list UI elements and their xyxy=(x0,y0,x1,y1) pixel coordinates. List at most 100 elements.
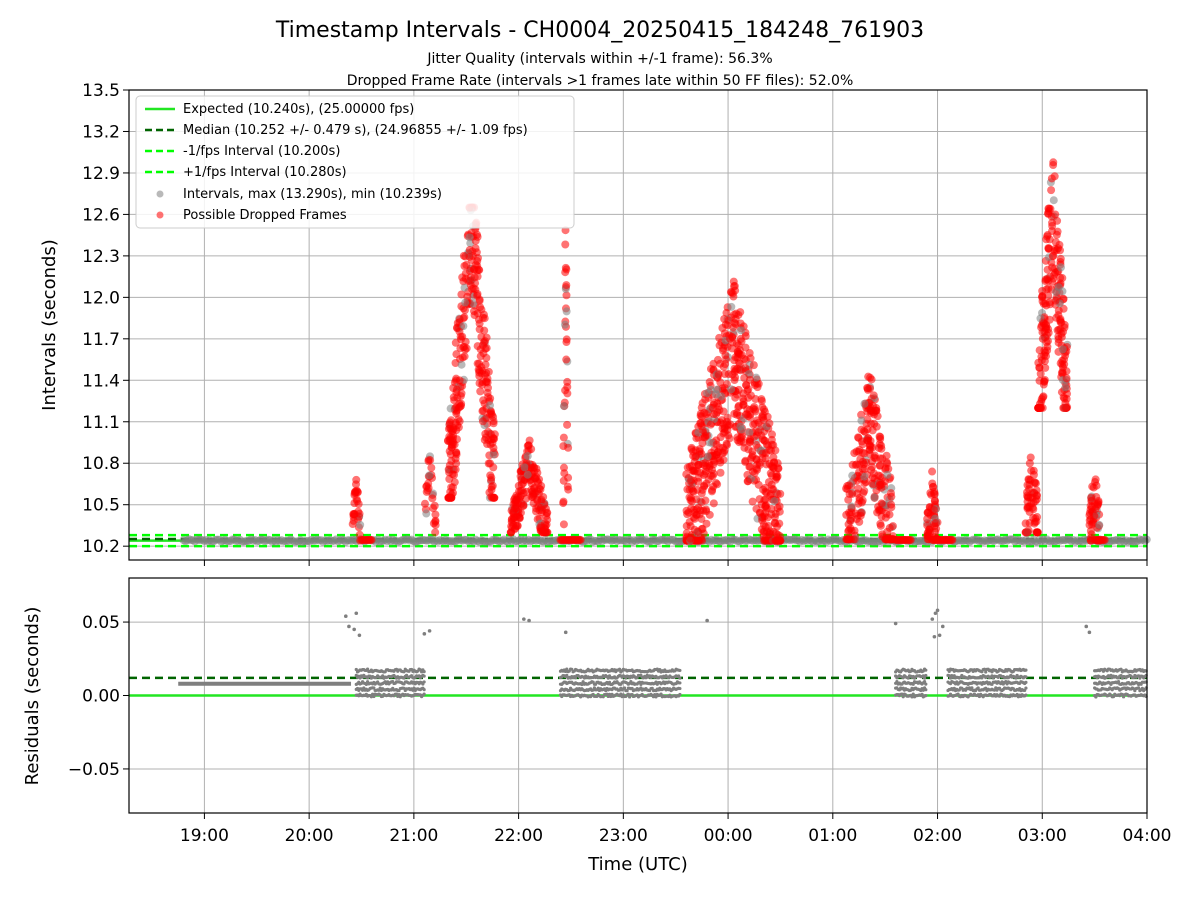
residual-point xyxy=(644,676,648,680)
dropped-frame-point xyxy=(848,489,857,498)
residual-point xyxy=(381,674,385,678)
dropped-frame-point xyxy=(741,332,750,341)
x-tick-label: 19:00 xyxy=(180,826,229,846)
residual-point xyxy=(372,686,376,690)
dropped-frame-point xyxy=(706,471,715,480)
dropped-frame-point xyxy=(757,395,766,404)
dropped-frame-point xyxy=(1048,252,1057,261)
dropped-frame-point xyxy=(1059,393,1068,402)
dropped-frame-point xyxy=(452,448,461,457)
dropped-frame-point xyxy=(775,502,784,511)
residual-point xyxy=(658,667,662,672)
intervals-y-tick-label: 11.4 xyxy=(82,371,120,391)
dropped-frame-point xyxy=(847,508,856,517)
residual-point xyxy=(992,688,997,692)
dropped-frame-point xyxy=(866,384,875,393)
dropped-frame-point xyxy=(736,308,745,317)
dropped-frame-point xyxy=(483,383,492,392)
dropped-frame-point xyxy=(561,240,570,249)
residual-outlier-point xyxy=(347,624,351,629)
dropped-frame-point xyxy=(745,375,754,384)
dropped-frame-point xyxy=(1092,492,1101,501)
dropped-frame-point xyxy=(745,435,754,444)
dropped-frame-point xyxy=(928,479,937,488)
dropped-frame-point xyxy=(877,441,886,450)
dropped-frame-point xyxy=(429,504,438,513)
legend-dropped-swatch xyxy=(156,211,164,219)
residual-outlier-point xyxy=(930,617,935,621)
dropped-frame-point xyxy=(1023,488,1032,497)
dropped-frame-point xyxy=(452,350,461,359)
dropped-frame-point xyxy=(1090,511,1099,520)
dropped-frame-point xyxy=(715,341,724,350)
residuals-panel: −0.05 0.00 0.05 19:00 20:00 21:00 22:00 23:00 0… xyxy=(22,577,1172,875)
dropped-frame-point xyxy=(877,480,886,489)
residual-point xyxy=(678,681,682,685)
interval-point xyxy=(727,302,736,311)
dropped-frame-point xyxy=(882,451,891,460)
residual-point xyxy=(365,667,370,671)
dropped-frame-point xyxy=(885,510,894,519)
dropped-frame-point xyxy=(354,507,363,516)
dropped-frame-point xyxy=(723,420,732,429)
dropped-frame-point xyxy=(930,496,939,505)
dropped-frame-point xyxy=(1049,158,1058,167)
dropped-frame-point xyxy=(748,497,757,506)
residual-point xyxy=(678,686,682,691)
dropped-frame-point xyxy=(1036,369,1045,378)
dropped-frame-point xyxy=(749,420,758,429)
residual-point xyxy=(982,667,987,671)
residual-point xyxy=(984,670,988,674)
legend-intervals-label: Intervals, max (13.290s), min (10.239s) xyxy=(183,187,442,202)
intervals-points xyxy=(179,158,1151,547)
dropped-frame-point xyxy=(706,420,715,429)
dropped-frame-point xyxy=(768,462,777,471)
dropped-frame-point xyxy=(465,245,474,254)
dropped-frame-point xyxy=(482,377,491,386)
dropped-frame-point xyxy=(1047,186,1056,195)
dropped-frame-point xyxy=(888,522,897,531)
dropped-frame-point xyxy=(693,536,702,545)
dropped-frame-point xyxy=(730,376,739,385)
dropped-frame-point xyxy=(562,291,571,300)
dropped-frame-point xyxy=(451,358,460,367)
residual-point xyxy=(922,676,927,680)
dropped-frame-point xyxy=(751,427,760,436)
x-tick-label: 02:00 xyxy=(913,826,962,846)
legend-dropped-label: Possible Dropped Frames xyxy=(183,208,347,223)
dropped-frame-point xyxy=(1056,254,1065,263)
legend-minus-fps-label: -1/fps Interval (10.200s) xyxy=(183,144,340,159)
dropped-frame-point xyxy=(860,487,869,496)
dropped-frame-point xyxy=(1056,359,1065,368)
dropped-frame-point xyxy=(543,528,552,537)
residual-point xyxy=(1024,686,1028,690)
residual-point xyxy=(924,673,928,678)
residual-outlier-point xyxy=(933,611,938,616)
dropped-frame-point xyxy=(741,410,750,419)
dropped-frame-point xyxy=(1041,277,1050,286)
dropped-frame-point xyxy=(489,419,498,428)
dropped-frame-point xyxy=(1026,453,1035,462)
residual-outlier-point xyxy=(1087,630,1092,635)
interval-point xyxy=(422,509,431,518)
dropped-frame-point xyxy=(479,406,488,415)
dropped-frame-point xyxy=(734,341,743,350)
residual-point xyxy=(654,695,658,699)
dropped-frame-point xyxy=(719,362,728,371)
dropped-frame-point xyxy=(541,519,550,528)
legend-plus-fps-label: +1/fps Interval (10.280s) xyxy=(183,165,347,180)
dropped-frame-point xyxy=(709,456,718,465)
dropped-frame-point xyxy=(431,510,440,519)
interval-point xyxy=(870,493,879,502)
dropped-frame-point xyxy=(420,499,429,508)
dropped-frame-point xyxy=(532,464,541,473)
intervals-x-ticks xyxy=(203,560,1148,566)
residual-outlier-point xyxy=(937,633,942,638)
interval-point xyxy=(457,360,466,369)
dropped-frame-point xyxy=(1055,240,1064,249)
dropped-frame-point xyxy=(481,429,490,438)
dropped-frame-point xyxy=(1023,528,1032,537)
residual-outlier-point xyxy=(893,621,898,626)
dropped-frame-point xyxy=(475,319,484,328)
